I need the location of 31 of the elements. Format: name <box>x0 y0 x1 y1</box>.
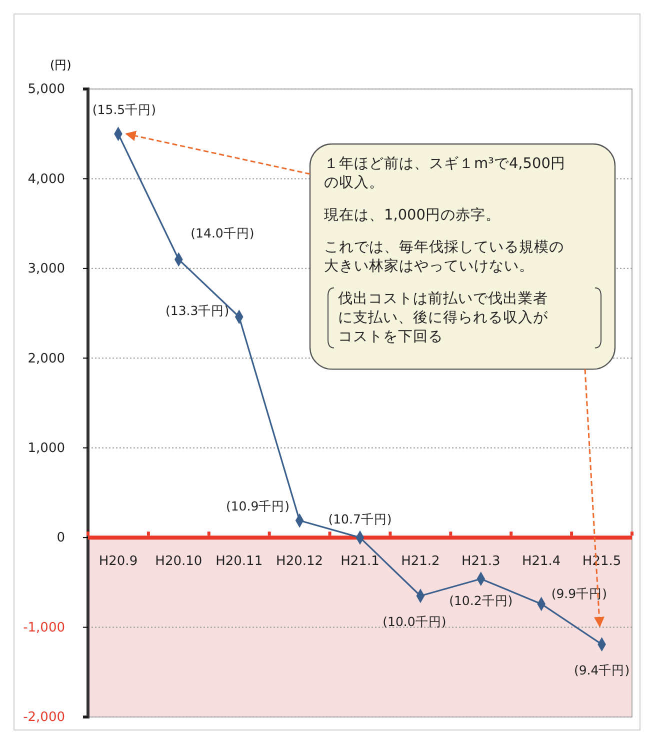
annotation: １年ほど前は、スギ１m³で4,500円の収入。 <box>324 155 566 191</box>
annotation: (9.9千円) <box>551 586 607 601</box>
x-tick-label: H20.10 <box>155 554 202 569</box>
annotation: (13.3千円) <box>166 302 230 318</box>
x-tick-label: H21.3 <box>462 554 500 569</box>
y-tick-label: 0 <box>56 530 65 546</box>
annotation: (10.7千円) <box>328 512 392 527</box>
y-tick-label: 2,000 <box>28 351 65 366</box>
annotation: (9.4千円) <box>574 662 630 678</box>
y-tick-label: 5,000 <box>28 82 65 98</box>
annotation: 現在は、1,000円の赤字。 <box>324 206 501 224</box>
annotation: (10.0千円) <box>382 614 446 629</box>
annotation: (10.2千円) <box>449 592 513 608</box>
y-tick-label: -1,000 <box>23 620 65 636</box>
x-tick-label: H21.2 <box>401 554 440 569</box>
annotation: これでは、毎年伐採している規模の大きい林家はやっていけない。 <box>324 238 564 275</box>
x-tick-label: H21.1 <box>340 554 380 569</box>
x-tick-label: H21.4 <box>522 554 561 569</box>
annotation: (14.0千円) <box>190 225 254 240</box>
x-tick-label: H20.11 <box>216 554 263 569</box>
x-tick-label: H21.5 <box>582 554 622 569</box>
x-tick-label: H20.9 <box>98 554 138 569</box>
annotation: (15.5千円) <box>92 102 156 117</box>
y-tick-label: 4,000 <box>28 172 65 187</box>
y-tick-label: -2,000 <box>23 710 65 726</box>
x-tick-label: H20.12 <box>276 554 324 569</box>
y-axis-title: (円) <box>50 58 72 72</box>
y-tick-label: 1,000 <box>28 441 65 456</box>
annotation: 伐出コストは前払いで伐出業者に支払い、後に得られる収入がコストを下回る <box>338 290 549 345</box>
y-tick-label: 3,000 <box>28 262 65 277</box>
annotation: (10.9千円) <box>226 498 290 514</box>
